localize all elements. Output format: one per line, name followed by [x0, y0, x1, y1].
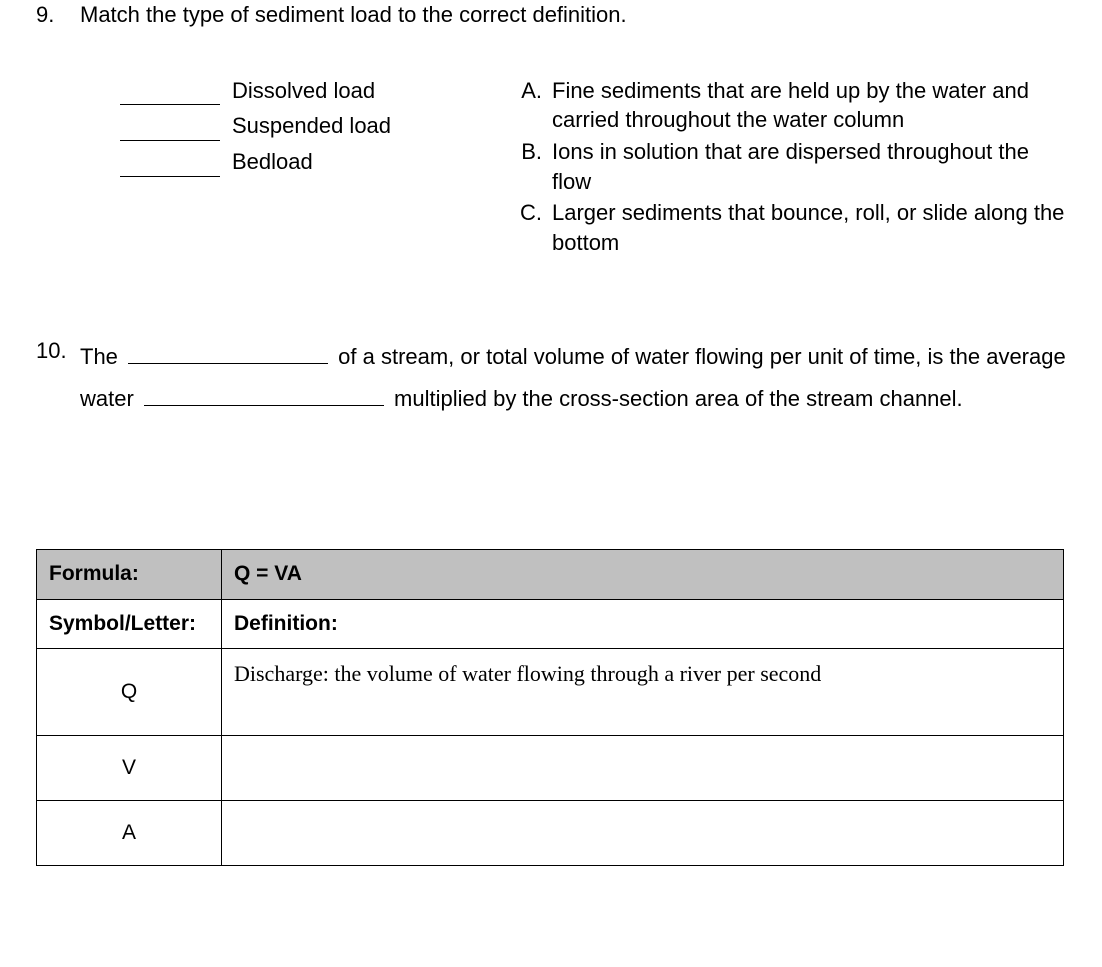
definition-cell[interactable]	[222, 801, 1064, 866]
table-subheader-row: Symbol/Letter: Definition:	[37, 599, 1064, 648]
formula-table: Formula: Q = VA Symbol/Letter: Definitio…	[36, 549, 1064, 866]
definition-item: C. Larger sediments that bounce, roll, o…	[510, 198, 1066, 257]
question-9-definitions: A. Fine sediments that are held up by th…	[510, 76, 1066, 260]
worksheet-page: 9. Match the type of sediment load to th…	[0, 0, 1102, 967]
term-label: Dissolved load	[232, 76, 375, 106]
answer-blank[interactable]	[120, 158, 220, 177]
definition-letter: B.	[510, 137, 552, 196]
q10-seg1: The	[80, 344, 124, 369]
match-row: Suspended load	[120, 111, 510, 141]
fill-in-blank[interactable]	[144, 405, 384, 406]
question-10: 10. The of a stream, or total volume of …	[36, 336, 1066, 420]
definition-letter: C.	[510, 198, 552, 257]
formula-header-right: Q = VA	[222, 550, 1064, 599]
symbol-cell: Q	[37, 649, 222, 736]
q10-seg3: multiplied by the cross-section area of …	[388, 386, 963, 411]
question-9-prompt: Match the type of sediment load to the c…	[80, 0, 1066, 30]
question-10-number: 10.	[36, 336, 80, 366]
definition-item: B. Ions in solution that are dispersed t…	[510, 137, 1066, 196]
definition-cell[interactable]: Discharge: the volume of water flowing t…	[222, 649, 1064, 736]
table-row: A	[37, 801, 1064, 866]
question-10-body: The of a stream, or total volume of wate…	[80, 336, 1066, 420]
question-9-columns: Dissolved load Suspended load Bedload	[80, 76, 1066, 260]
definition-text: Fine sediments that are held up by the w…	[552, 76, 1066, 135]
term-label: Suspended load	[232, 111, 391, 141]
question-9-terms: Dissolved load Suspended load Bedload	[80, 76, 510, 260]
table-row: Q Discharge: the volume of water flowing…	[37, 649, 1064, 736]
formula-header-left: Formula:	[37, 550, 222, 599]
definition-header: Definition:	[222, 599, 1064, 648]
symbol-cell: A	[37, 801, 222, 866]
symbol-cell: V	[37, 736, 222, 801]
symbol-header: Symbol/Letter:	[37, 599, 222, 648]
question-9: 9. Match the type of sediment load to th…	[36, 0, 1066, 260]
match-row: Bedload	[120, 147, 510, 177]
definition-text: Ions in solution that are dispersed thro…	[552, 137, 1066, 196]
fill-in-blank[interactable]	[128, 363, 328, 364]
definition-letter: A.	[510, 76, 552, 135]
table-row: V	[37, 736, 1064, 801]
definition-item: A. Fine sediments that are held up by th…	[510, 76, 1066, 135]
definition-text: Larger sediments that bounce, roll, or s…	[552, 198, 1066, 257]
match-row: Dissolved load	[120, 76, 510, 106]
table-header-row: Formula: Q = VA	[37, 550, 1064, 599]
question-9-number: 9.	[36, 0, 80, 30]
definition-cell[interactable]	[222, 736, 1064, 801]
definition-list: A. Fine sediments that are held up by th…	[510, 76, 1066, 258]
answer-blank[interactable]	[120, 122, 220, 141]
term-label: Bedload	[232, 147, 313, 177]
answer-blank[interactable]	[120, 86, 220, 105]
question-9-body: Match the type of sediment load to the c…	[80, 0, 1066, 260]
